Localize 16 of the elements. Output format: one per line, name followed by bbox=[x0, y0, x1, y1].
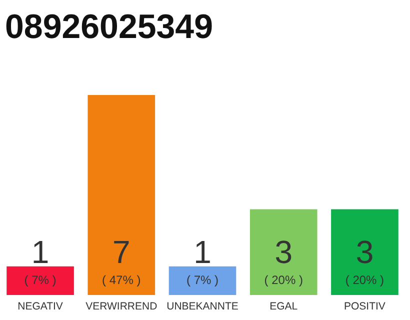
data-label: 1 bbox=[194, 234, 212, 270]
x-tick-label: VERWIRREND bbox=[86, 300, 158, 312]
annotation: ( 47% ) bbox=[102, 273, 141, 287]
x-tick-label: EGAL bbox=[270, 300, 298, 312]
x-tick-label: NEGATIV bbox=[18, 300, 63, 312]
x-tick-label: POSITIV bbox=[344, 300, 386, 312]
x-tick-label: UNBEKANNTE bbox=[166, 300, 238, 312]
annotation: ( 7% ) bbox=[186, 273, 219, 287]
annotation: ( 7% ) bbox=[24, 273, 56, 287]
annotation: ( 20% ) bbox=[264, 273, 303, 287]
annotation: ( 20% ) bbox=[345, 273, 384, 287]
data-label: 1 bbox=[31, 234, 50, 270]
data-label: 3 bbox=[356, 234, 374, 270]
data-label: 3 bbox=[274, 234, 293, 270]
data-label: 7 bbox=[112, 234, 130, 270]
chart-title: 08926025349 bbox=[5, 8, 214, 46]
